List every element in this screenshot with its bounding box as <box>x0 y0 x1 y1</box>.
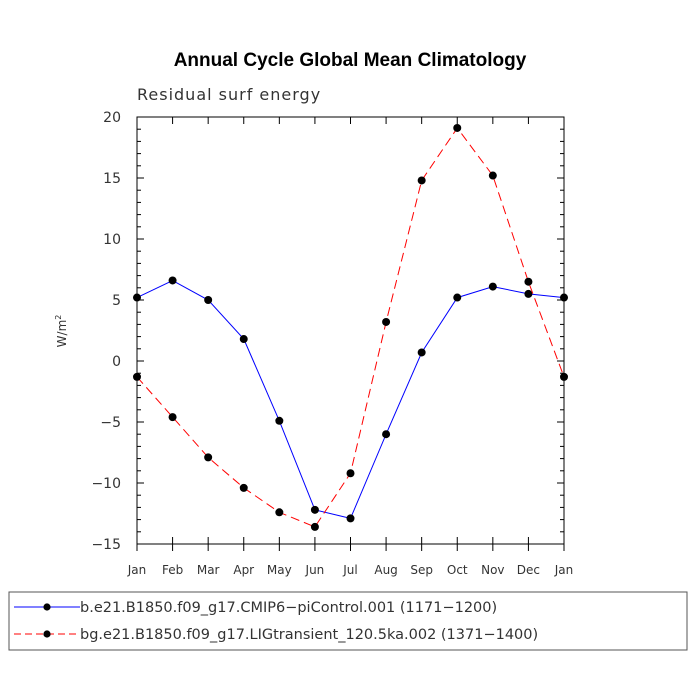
x-tick-label: Feb <box>162 563 183 577</box>
series-1-point <box>239 335 248 344</box>
legend-label-series-2: bg.e21.B1850.f09_g17.LIGtransient_120.5k… <box>80 627 538 643</box>
x-tick-label: Oct <box>447 563 468 577</box>
series-2-point <box>524 277 533 286</box>
series-2-point <box>417 176 426 185</box>
series-1-point <box>524 289 533 298</box>
series-2-point <box>453 123 462 132</box>
legend: b.e21.B1850.f09_g17.CMIP6−piControl.001 … <box>8 591 688 651</box>
series-1-point <box>453 293 462 302</box>
series-1-point <box>560 293 568 302</box>
series-1-point <box>275 416 284 425</box>
y-tick-label: 15 <box>103 171 121 187</box>
series-1-point <box>382 430 391 439</box>
x-tick-label: Sep <box>410 563 433 577</box>
series-1-point <box>133 293 141 302</box>
series-1-point <box>204 296 213 304</box>
y-tick-label: 0 <box>112 354 121 370</box>
x-tick-label: Apr <box>233 563 254 577</box>
series-2-point <box>168 413 177 422</box>
plot-frame <box>136 116 565 545</box>
legend-marker-series-1 <box>43 603 51 611</box>
x-tick-label: May <box>267 563 292 577</box>
series-2-point <box>488 171 497 180</box>
series-2-point <box>204 453 213 462</box>
x-tick-label: Dec <box>517 563 540 577</box>
series-2-point <box>275 508 284 517</box>
x-tick-label: Jan <box>127 563 147 577</box>
chart-subtitle: Residual surf energy <box>137 85 321 104</box>
y-tick-label: 10 <box>103 232 121 248</box>
x-tick-label: Jan <box>554 563 574 577</box>
legend-box <box>8 591 688 651</box>
series-2-point <box>382 317 391 326</box>
y-tick-label: −5 <box>100 415 121 431</box>
series-2-point <box>310 522 319 531</box>
y-axis-label: W/m2 <box>54 315 69 348</box>
series-1-point <box>168 276 177 285</box>
series-1-point <box>310 505 319 514</box>
y-tick-label: 5 <box>112 293 121 309</box>
series-2-point <box>239 483 248 492</box>
y-tick-label: −10 <box>91 476 121 492</box>
chart-title: Annual Cycle Global Mean Climatology <box>174 50 527 71</box>
series-line-2 <box>136 127 565 528</box>
series-1-point <box>417 348 426 357</box>
x-tick-label: Mar <box>197 563 220 577</box>
y-tick-label: 20 <box>103 110 121 126</box>
y-axis-label-unit: W/m <box>55 320 69 348</box>
plot-area: −15 −10 −5 0 5 10 15 20 Jan Feb Mar Apr May Jun Jul Aug… <box>91 110 573 577</box>
y-tick-label: −15 <box>91 537 121 553</box>
series-2-point <box>560 372 568 381</box>
x-tick-label: Jul <box>342 563 357 577</box>
x-tick-label: Aug <box>374 563 397 577</box>
y-axis-label-exponent: 2 <box>54 315 63 320</box>
x-tick-label: Jun <box>305 563 325 577</box>
series-2-point <box>346 469 355 478</box>
legend-marker-series-2 <box>43 630 51 638</box>
series-1-point <box>346 514 355 523</box>
series-line-1 <box>136 279 565 519</box>
series-2-point <box>133 372 141 381</box>
series-1-point <box>488 282 497 291</box>
x-tick-label: Nov <box>481 563 504 577</box>
legend-label-series-1: b.e21.B1850.f09_g17.CMIP6−piControl.001 … <box>80 600 497 616</box>
